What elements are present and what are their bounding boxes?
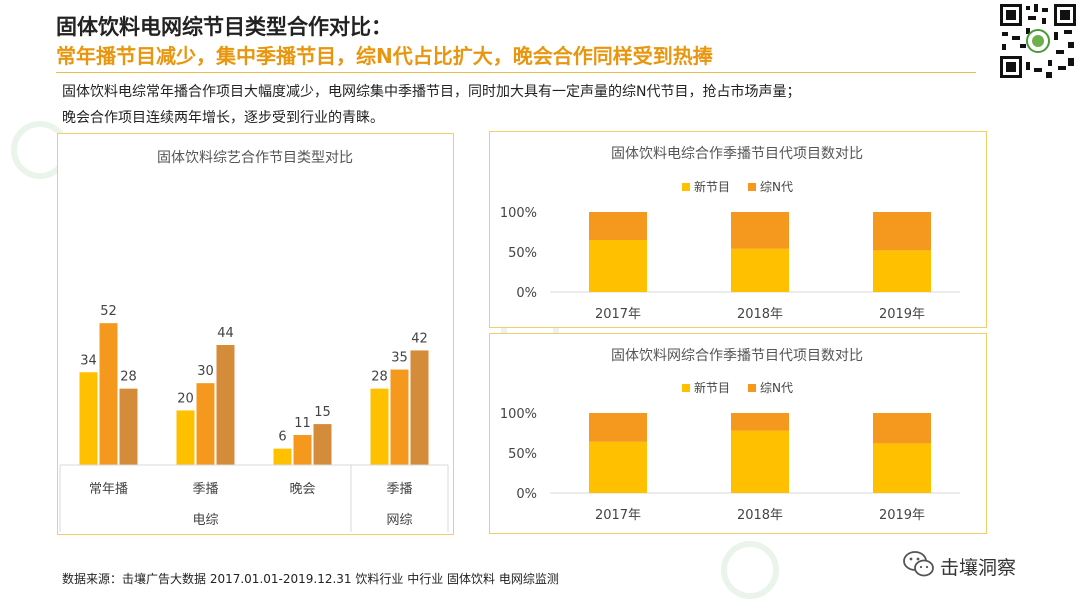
legend-swatch [682,183,690,191]
bar [370,388,389,465]
stacked-bar-segment [589,413,647,442]
brand-name: 击壤洞察 [940,557,1017,579]
page-title: 固体饮料电网综节目类型合作对比： [56,15,392,39]
page-subtitle: 常年播节目减少，集中季播节目，综N代占比扩大，晚会合作同样受到热捧 [56,44,713,68]
bar-value-label: 42 [411,331,428,346]
stacked-bar-segment [873,212,931,251]
y-tick-label: 100% [500,206,537,221]
bar-value-label: 35 [391,351,408,366]
category-label: 2018年 [737,508,783,523]
legend-swatch [748,384,756,392]
chart-title: 固体饮料电综合作季播节目代项目数对比 [611,146,863,162]
legend-label: 新节目 [694,380,730,395]
bar-value-label: 15 [314,405,331,420]
legend-label: 综N代 [760,180,793,194]
description-line-2: 晚会合作项目连续两年增长，逐步受到行业的青睐。 [62,110,384,126]
stacked-bar-segment [873,443,931,493]
title-divider [56,72,976,73]
y-tick-label: 50% [508,246,537,261]
bar-value-label: 44 [217,326,234,341]
watermark-logo-icon [721,541,779,599]
y-tick-label: 0% [516,487,537,502]
legend-swatch [682,384,690,392]
bar-value-label: 28 [120,370,137,385]
bar-value-label: 28 [371,370,388,385]
tv-sequel-stacked-chart: 固体饮料电综合作季播节目代项目数对比 新节目 综N代 0% 50% 100% 2017年… [500,146,960,322]
bar-value-label: 6 [278,430,286,445]
legend-swatch [748,183,756,191]
stacked-bar-segment [731,248,789,292]
bar-value-label: 34 [80,353,97,368]
category-label: 2017年 [595,307,641,322]
stacked-bar-segment [873,250,931,292]
net-sequel-stacked-chart: 固体饮料网综合作季播节目代项目数对比 新节目 综N代 0% 50% 100% 2017年… [500,348,960,523]
bar [119,388,138,465]
legend-label: 综N代 [760,381,793,395]
category-label: 2019年 [879,508,925,523]
data-source: 数据来源：击壤广告大数据 2017.01.01-2019.12.31 饮料行业 … [62,572,559,586]
bar [176,410,195,465]
bar-value-label: 11 [294,416,311,431]
y-tick-label: 100% [500,407,537,422]
bar-value-label: 20 [177,391,194,406]
category-label: 常年播 [89,482,128,497]
group-label: 电综 [192,513,218,528]
chart-panel-types [57,133,454,535]
bar [313,424,332,465]
stacked-bar-segment [731,430,789,493]
bar [216,345,235,465]
chart-title: 固体饮料网综合作季播节目代项目数对比 [611,348,863,364]
bar [273,448,292,465]
y-tick-label: 0% [516,286,537,301]
bar [79,372,98,465]
bar [390,369,409,465]
wechat-icon [903,551,934,577]
stacked-bar-segment [731,212,789,249]
bar [293,435,312,465]
category-label: 季播 [386,482,412,497]
category-label: 2019年 [879,307,925,322]
stacked-bar-segment [589,441,647,493]
category-label: 季播 [192,482,218,497]
qr-code-icon [998,2,1078,80]
stacked-bar-segment [731,413,789,431]
stacked-bar-segment [873,413,931,444]
category-label: 晚会 [289,482,315,497]
bar-value-label: 30 [197,364,214,379]
stacked-bar-segment [589,240,647,292]
bar [410,350,429,465]
legend-label: 新节目 [694,179,730,194]
y-tick-label: 50% [508,447,537,462]
bar-value-label: 52 [100,304,117,319]
category-label: 2018年 [737,307,783,322]
bar [99,323,118,465]
stacked-bar-segment [589,212,647,240]
bar [196,383,215,465]
group-label: 网综 [386,513,412,528]
category-label: 2017年 [595,508,641,523]
chart-title: 固体饮料综艺合作节目类型对比 [157,150,353,166]
description-line-1: 固体饮料电综常年播合作项目大幅度减少，电网综集中季播节目，同时加大具有一定声量的… [62,84,801,100]
